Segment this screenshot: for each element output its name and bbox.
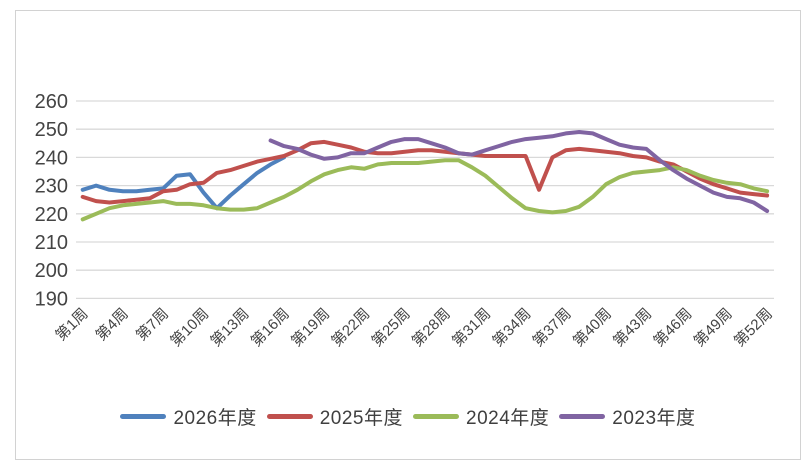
- x-tick-label: 第10周: [167, 305, 213, 351]
- legend-label-2023: 2023年度: [612, 408, 696, 429]
- x-tick-label: 第37周: [529, 305, 575, 351]
- x-tick-label: 第1周: [52, 305, 92, 345]
- legend-line-swatch-2024: [413, 414, 459, 419]
- y-tick-label: 260: [35, 91, 68, 113]
- y-tick-label: 220: [35, 204, 68, 226]
- legend-line-swatch-2026: [120, 414, 167, 419]
- x-tick-label: 第43周: [609, 305, 655, 351]
- legend-item-2025: 2025年度: [266, 403, 403, 430]
- x-tick-label: 第52周: [730, 305, 776, 351]
- x-tick-label: 第46周: [650, 305, 696, 351]
- x-tick-label: 第40周: [569, 305, 615, 351]
- x-tick-label: 第19周: [287, 305, 333, 351]
- x-tick-label: 第22周: [328, 305, 374, 351]
- y-tick-label: 250: [35, 119, 68, 141]
- x-tick-label: 第34周: [489, 305, 535, 351]
- series-line-2: [80, 158, 770, 222]
- legend-item-2023: 2023年度: [559, 403, 695, 430]
- y-tick-label: 200: [35, 260, 68, 282]
- legend-line-swatch-2023: [559, 414, 606, 419]
- gridlines: [76, 100, 774, 300]
- x-tick-label: 第16周: [247, 305, 293, 351]
- chart-frame: 260 250 240 230 220 210 200 190 第1周 第4周 第7周 第10周 第13…: [15, 10, 801, 460]
- series-line-3: [268, 130, 770, 213]
- legend-label-2025: 2025年度: [319, 408, 403, 429]
- legend-item-2026: 2026年度: [120, 403, 256, 430]
- x-tick-label: 第25周: [368, 305, 414, 351]
- y-tick-label: 240: [35, 147, 68, 169]
- y-tick-label: 210: [35, 232, 68, 254]
- x-tick-label: 第31周: [448, 305, 494, 351]
- legend-label-2024: 2024年度: [466, 408, 550, 429]
- legend-line-swatch-2025: [266, 414, 313, 419]
- legend-item-2024: 2024年度: [413, 403, 549, 430]
- x-tick-label: 第28周: [408, 305, 454, 351]
- y-tick-label: 190: [35, 288, 68, 310]
- x-axis-labels: 第1周 第4周 第7周第10周第13周第16周第19周第22周第25周第28周第31…: [52, 305, 776, 351]
- x-tick-label: 第4周: [92, 305, 132, 345]
- legend-label-2026: 2026年度: [173, 408, 257, 429]
- y-tick-label: 230: [35, 176, 68, 198]
- series-line-1: [80, 139, 770, 205]
- series-line-0: [80, 155, 286, 211]
- x-tick-label: 第49周: [690, 305, 736, 351]
- chart-legend: 2026年度 2025年度 2024年度 2023年度: [16, 403, 800, 430]
- y-axis-labels: 260 250 240 230 220 210 200 190: [35, 91, 68, 310]
- x-tick-label: 第13周: [207, 305, 253, 351]
